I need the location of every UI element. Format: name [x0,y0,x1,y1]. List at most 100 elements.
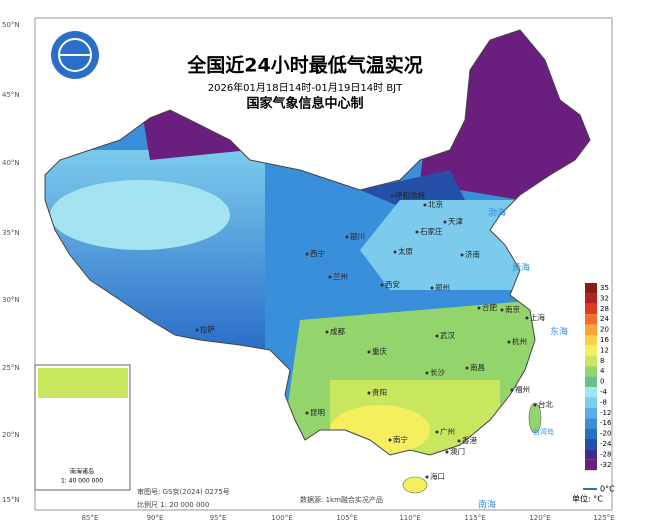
city-dot [507,340,511,344]
legend-label: -32 [600,461,611,469]
city-label: 北京 [428,199,443,209]
city-label: 重庆 [372,346,387,356]
city-label: 香港 [462,435,477,445]
inset-title: 南海诸岛 [70,468,94,476]
legend-label: 32 [600,294,609,302]
city-dot [435,430,439,434]
city-dot [477,306,481,310]
issuer: 国家气象信息中心制 [246,96,363,112]
title: 全国近24小时最低气温实况 [186,54,422,77]
city-label: 南宁 [393,434,408,444]
city-label: 西安 [385,279,400,289]
legend-label: -4 [600,388,608,396]
city-dot [533,403,537,407]
sea-label: 东海 [550,326,568,338]
legend-label: 20 [600,326,609,334]
legend-swatch [585,303,597,315]
latitude-label: 25°N [2,364,20,372]
longitude-label: 125°E [593,514,614,522]
hainan [402,476,428,494]
latitude-label: 15°N [2,496,20,504]
legend-label: -24 [600,440,612,448]
legend-label: 28 [600,305,609,313]
legend-swatch [585,355,597,367]
city-dot [525,316,529,320]
city-label: 广州 [440,426,455,436]
latitude-label: 50°N [2,21,20,29]
city-dot [465,366,469,370]
city-label: 天津 [448,217,463,226]
city-dot [328,275,332,279]
city-label: 成都 [330,326,345,336]
inset-scale: 1: 40 000 000 [61,478,103,485]
city-dot [305,252,309,256]
city-dot [430,286,434,290]
city-dot [425,475,429,479]
city-dot [195,328,199,332]
city-dot [425,371,429,375]
longitude-label: 85°E [82,514,99,522]
legend-label: -28 [600,450,611,458]
city-dot [457,439,461,443]
city-dot [435,334,439,338]
border [44,29,591,456]
scale: 比例尺 1: 20 000 000 [137,500,209,509]
city-dot [415,230,419,234]
taiwan [528,402,542,434]
sea-label: 台湾岛 [533,427,554,436]
city-label: 拉萨 [200,324,215,334]
legend-label: 4 [600,367,605,375]
city-label: 海口 [430,471,445,481]
city-label: 台北 [538,399,553,409]
city-label: 昆明 [310,408,325,417]
legend-swatch [585,366,597,377]
legend-swatch [585,387,597,398]
legend-label: 16 [600,336,609,344]
legend-swatch [585,314,597,325]
city-label: 西宁 [310,248,325,258]
latitude-label: 40°N [2,159,20,167]
legend-label: -12 [600,409,611,417]
legend-label: 12 [600,346,609,354]
city-label: 兰州 [333,271,348,281]
legend-swatch [585,335,597,346]
sea-label: 南海 [478,499,496,511]
longitude-label: 110°E [399,514,420,522]
city-label: 银川 [350,232,365,241]
city-dot [380,283,384,287]
inset: 南海诸岛 1: 40 000 000 [34,364,131,491]
city-label: 太原 [398,246,413,256]
city-dot [445,450,449,454]
legend-swatch [585,324,597,335]
city-label: 济南 [465,249,480,259]
latitude-label: 30°N [2,296,20,304]
latitude-label: 35°N [2,229,20,237]
city-dot [393,250,397,254]
city-dot [305,411,309,415]
legend-swatch [585,345,597,356]
legend-label: 35 [600,284,609,292]
city-dot [500,308,504,312]
sea-label: 黄海 [512,262,530,274]
legend-swatch [585,397,597,408]
city-label: 郑州 [435,282,450,292]
city-label: 呼和浩特 [395,190,425,200]
longitude-label: 100°E [271,514,292,522]
legend-label: 0 [600,378,604,386]
city-label: 长沙 [430,367,445,377]
city-label: 上海 [530,312,545,322]
city-dot [388,438,392,442]
legend-swatch [585,449,597,460]
longitude-label: 120°E [529,514,550,522]
city-label: 石家庄 [420,226,443,236]
city-dot [345,235,349,239]
latitude-label: 20°N [2,431,20,439]
legend-swatch [585,407,597,419]
city-label: 福州 [515,385,530,394]
city-dot [367,391,371,395]
city-label: 合肥 [482,302,497,312]
map-number: 审图号: GS京(2024) 0275号 [137,487,230,496]
zero-label: 0°C [600,485,615,494]
legend-label: 8 [600,357,604,365]
